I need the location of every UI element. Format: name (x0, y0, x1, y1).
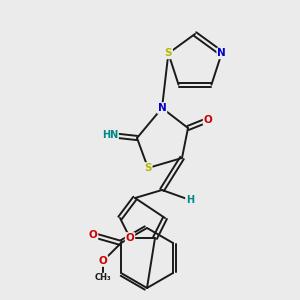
Text: N: N (217, 48, 226, 58)
Text: S: S (144, 163, 152, 173)
Text: O: O (99, 256, 107, 266)
Text: N: N (158, 103, 166, 113)
Text: O: O (204, 115, 212, 125)
Text: CH₃: CH₃ (95, 274, 111, 283)
Text: O: O (126, 233, 134, 243)
Text: HN: HN (102, 130, 118, 140)
Text: H: H (186, 195, 194, 205)
Text: S: S (165, 48, 172, 58)
Text: O: O (88, 230, 98, 240)
